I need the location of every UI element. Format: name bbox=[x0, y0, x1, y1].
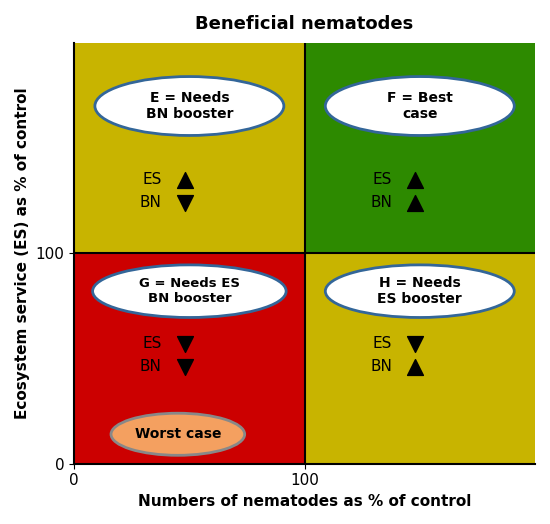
Text: ES: ES bbox=[142, 336, 162, 351]
Bar bbox=[305, 253, 535, 464]
Ellipse shape bbox=[325, 77, 514, 136]
Text: ES: ES bbox=[373, 336, 392, 351]
Text: Worst case: Worst case bbox=[135, 427, 221, 441]
Text: H = Needs
ES booster: H = Needs ES booster bbox=[377, 276, 462, 307]
Ellipse shape bbox=[325, 265, 514, 318]
X-axis label: Numbers of nematodes as % of control: Numbers of nematodes as % of control bbox=[138, 494, 471, 509]
Point bbox=[411, 176, 420, 184]
Ellipse shape bbox=[95, 77, 284, 136]
Y-axis label: Ecosystem service (ES) as % of control: Ecosystem service (ES) as % of control bbox=[15, 88, 30, 419]
Point bbox=[180, 199, 189, 207]
Text: BN: BN bbox=[140, 359, 162, 375]
Text: BN: BN bbox=[370, 195, 392, 210]
Point bbox=[180, 363, 189, 371]
Ellipse shape bbox=[92, 265, 286, 318]
Bar bbox=[305, 43, 535, 253]
Text: ES: ES bbox=[373, 172, 392, 187]
Text: E = Needs
BN booster: E = Needs BN booster bbox=[146, 91, 233, 121]
Bar bbox=[74, 43, 305, 253]
Point bbox=[180, 176, 189, 184]
Text: BN: BN bbox=[140, 195, 162, 210]
Point bbox=[411, 199, 420, 207]
Point bbox=[411, 340, 420, 348]
Text: F = Best
case: F = Best case bbox=[387, 91, 453, 121]
Text: G = Needs ES
BN booster: G = Needs ES BN booster bbox=[139, 277, 240, 305]
Point bbox=[411, 363, 420, 371]
Bar bbox=[74, 253, 305, 464]
Ellipse shape bbox=[111, 413, 245, 455]
Text: BN: BN bbox=[370, 359, 392, 375]
Point bbox=[180, 340, 189, 348]
Text: ES: ES bbox=[142, 172, 162, 187]
Title: Beneficial nematodes: Beneficial nematodes bbox=[195, 15, 414, 33]
